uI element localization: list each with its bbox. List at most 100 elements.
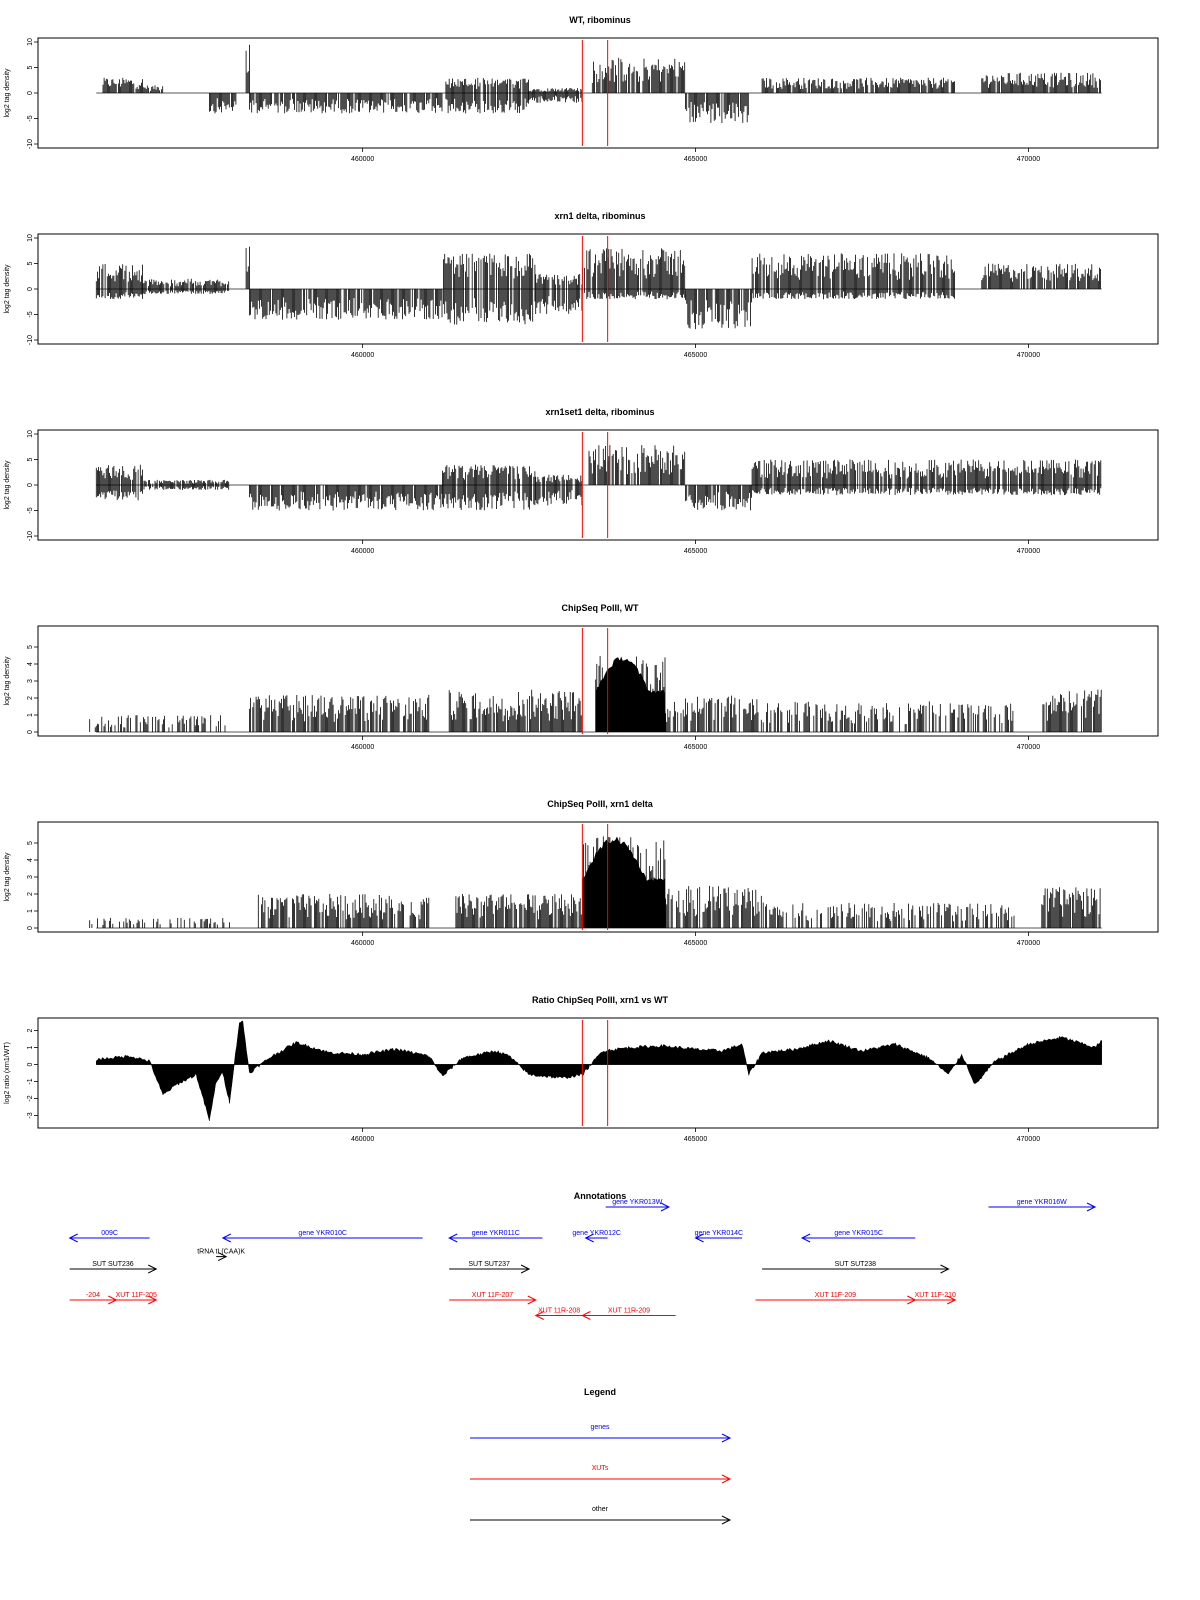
y-tick-label: 5 [27, 457, 34, 461]
signal-segment [448, 689, 582, 732]
signal-bars [981, 263, 1101, 289]
signal-bars [685, 485, 752, 511]
panel-title: xrn1 delta, ribominus [554, 211, 645, 221]
feature-arrowhead [68, 1233, 78, 1243]
signal-bars [249, 93, 443, 114]
y-tick-label: -2 [27, 1095, 34, 1101]
y-tick-label: 0 [27, 287, 34, 291]
annotations-title: Annotations [574, 1191, 627, 1201]
signal-bars [143, 479, 230, 490]
signal-segment [249, 93, 443, 114]
signal-segment [249, 694, 430, 732]
feature-arrowhead [534, 1311, 544, 1320]
x-tick-label: 465000 [684, 156, 707, 163]
signal-segment [685, 289, 752, 330]
signal-bars [761, 77, 955, 93]
annotation-feature: XUT 11F-207 [449, 1292, 537, 1305]
y-tick-label: 4 [27, 662, 34, 666]
y-tick-label: -5 [27, 507, 34, 513]
signal-segment [249, 289, 443, 320]
signal-bars [981, 72, 1101, 93]
x-tick-label: 470000 [1017, 744, 1040, 751]
annotation-feature: gene YKR014C [694, 1230, 743, 1243]
signal-segment [981, 263, 1101, 289]
feature-arrowhead [1086, 1202, 1097, 1212]
signal-segment [445, 77, 529, 114]
x-tick-label: 470000 [1017, 352, 1040, 359]
y-axis-label: log2 tag density [4, 460, 11, 510]
panel-title: WT, ribominus [569, 15, 631, 25]
annotation-feature: gene YKR012C [572, 1230, 621, 1243]
legend-arrowhead [721, 1433, 732, 1443]
signal-segment [595, 656, 666, 732]
signal-segment [751, 459, 1102, 496]
feature-label: XUT 11R-209 [608, 1308, 650, 1315]
signal-bars [102, 77, 143, 93]
y-tick-label: 0 [27, 1062, 34, 1066]
x-tick-label: 460000 [351, 744, 374, 751]
signal-segment [102, 77, 143, 93]
panel-5: ChipSeq PolII, xrn1 delta 0 1 2 3 4 5 log2 tag … [4, 799, 1159, 947]
signal-segment [981, 72, 1101, 93]
x-tick-label: 465000 [684, 1136, 707, 1143]
annotation-feature: SUT SUT237 [449, 1261, 531, 1274]
annotation-feature: XUT 11F-205 [116, 1292, 158, 1305]
legend-item: other [470, 1506, 732, 1525]
y-axis-label: log2 tag density [4, 264, 11, 314]
feature-arrowhead [448, 1233, 458, 1243]
signal-segment [535, 274, 583, 314]
feature-label: XUT 11F-209 [815, 1292, 856, 1299]
signal-bars [448, 689, 582, 732]
x-tick-label: 470000 [1017, 548, 1040, 555]
signal-bars [665, 695, 762, 732]
y-axis-label: log2 tag density [4, 68, 11, 118]
signal-bars [751, 459, 1102, 496]
signal-bars [595, 656, 666, 732]
feature-label: 009C [101, 1230, 118, 1237]
annotation-feature: SUT SUT238 [762, 1261, 950, 1274]
signal-bars [591, 57, 686, 93]
feature-label: XUT 11R-208 [538, 1308, 580, 1315]
signal-bars [762, 701, 1014, 732]
signal-bars [751, 253, 955, 300]
x-tick-label: 460000 [351, 548, 374, 555]
feature-label: gene YKR016W [1017, 1199, 1067, 1206]
feature-arrowhead [940, 1264, 950, 1274]
signal-segment [685, 485, 752, 511]
x-tick-label: 465000 [684, 352, 707, 359]
x-tick-label: 460000 [351, 940, 374, 947]
signal-bars [249, 485, 443, 511]
annotation-feature: gene YKR016W [988, 1199, 1097, 1212]
y-tick-label: -5 [27, 311, 34, 317]
y-tick-label: -10 [27, 335, 34, 345]
annotation-feature: -204 [69, 1292, 118, 1305]
signal-bars [455, 894, 583, 928]
feature-label: tRNA tL(CAA)K [197, 1249, 245, 1256]
panel-4: ChipSeq PolII, WT 0 1 2 3 4 5 log2 tag density 4… [4, 603, 1159, 751]
legend-label: genes [590, 1424, 610, 1431]
y-tick-label: 10 [27, 38, 34, 46]
signal-segment [442, 464, 536, 511]
signal-segment [762, 902, 1015, 928]
legend: Legend genes XUTs other [470, 1387, 732, 1525]
signal-segment [1041, 887, 1101, 928]
feature-label: XUT 11F-205 [116, 1292, 157, 1299]
panel-6: Ratio ChipSeq PolII, xrn1 vs WT -3 -2 -1 0 1 2… [4, 995, 1159, 1143]
x-tick-label: 460000 [351, 352, 374, 359]
legend-title: Legend [584, 1387, 616, 1397]
panel-title: ChipSeq PolII, WT [562, 603, 639, 613]
x-tick-label: 460000 [351, 156, 374, 163]
y-tick-label: 0 [27, 730, 34, 734]
legend-label: XUTs [592, 1465, 609, 1472]
annotation-feature: 009C [68, 1230, 150, 1243]
signal-segment [245, 246, 250, 289]
signal-bars [95, 464, 143, 501]
y-tick-label: -3 [27, 1112, 34, 1118]
signal-segment [249, 485, 443, 511]
signal-segment [89, 917, 230, 928]
legend-arrowhead [721, 1515, 732, 1525]
signal-segment [582, 836, 666, 928]
signal-bars [89, 715, 226, 732]
feature-arrowhead [527, 1295, 537, 1305]
signal-segment [761, 77, 955, 93]
